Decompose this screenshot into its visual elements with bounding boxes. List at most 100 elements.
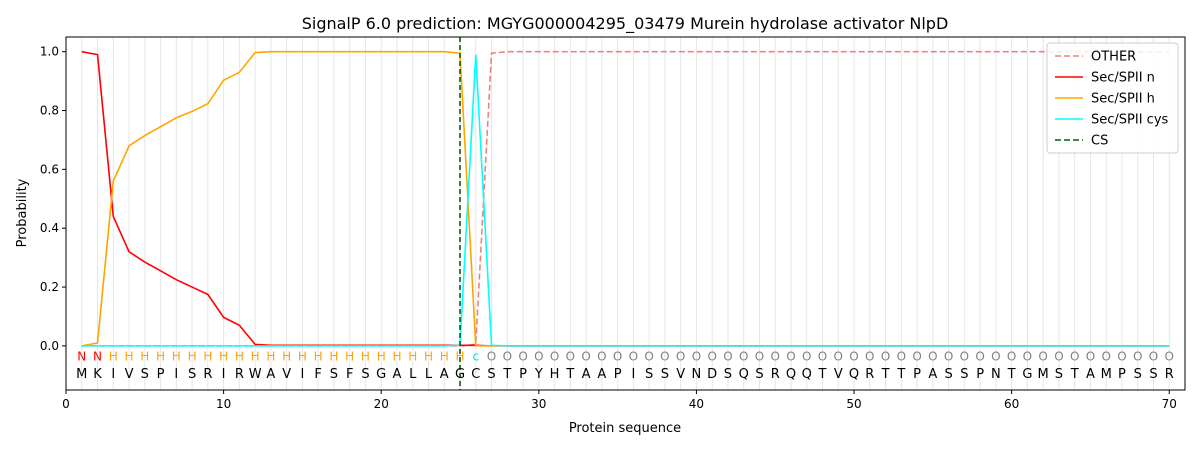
residue-19: S [361,367,369,382]
region-label-15: H [298,350,307,364]
y-axis-label: Probability [15,178,30,247]
series-layer [81,37,1170,390]
y-tick-label-1: 0.2 [40,280,59,294]
region-label-2: N [93,350,102,364]
residue-63: S [1055,367,1063,382]
residue-9: R [203,367,212,382]
region-label-38: O [660,350,669,364]
residue-33: A [582,367,591,382]
region-label-63: O [1054,350,1063,364]
residue-48: T [818,367,827,382]
residue-59: N [991,367,1001,382]
region-label-39: O [676,350,685,364]
x-tick-label-0: 0 [62,397,70,411]
residue-22: L [409,367,417,382]
residue-55: A [928,367,937,382]
plot-frame [65,36,1186,391]
grid-layer [81,37,1170,390]
residue-40: N [692,367,702,382]
residue-18: F [346,367,353,382]
residue-17: S [330,367,338,382]
residue-14: V [282,367,291,382]
x-tick-label-20: 20 [374,397,389,411]
region-label-61: O [1023,350,1032,364]
region-label-32: O [566,350,575,364]
region-label-8: H [188,350,197,364]
residue-7: I [174,367,178,382]
region-label-60: O [1007,350,1016,364]
residue-2: K [93,367,102,382]
residue-36: I [631,367,635,382]
residue-45: R [771,367,780,382]
residue-16: F [314,367,321,382]
residue-29: P [519,367,527,382]
region-label-20: H [377,350,386,364]
region-label-37: O [644,350,653,364]
residue-8: S [188,367,196,382]
x-tick-label-10: 10 [216,397,231,411]
residue-15: I [300,367,304,382]
residue-70: R [1165,367,1174,382]
region-label-23: H [424,350,433,364]
y-tick-label-4: 0.8 [40,104,59,118]
region-label-58: O [975,350,984,364]
region-label-30: O [534,350,543,364]
residue-54: P [913,367,921,382]
residue-66: M [1101,367,1112,382]
residue-26: C [471,367,480,382]
region-label-43: O [739,350,748,364]
region-label-47: O [802,350,811,364]
residue-39: V [676,367,685,382]
residue-25: G [455,367,465,382]
residue-31: H [550,367,560,382]
region-label-46: O [786,350,795,364]
residue-41: D [707,367,717,382]
series-line-sec-spii-n [81,50,1170,347]
region-label-59: O [991,350,1000,364]
region-label-50: O [849,350,858,364]
legend: OTHER Sec/SPII n Sec/SPII h Sec/SPII cys CS [1046,42,1179,154]
residue-60: T [1007,367,1016,382]
region-label-53: O [897,350,906,364]
residue-10: I [222,367,226,382]
residue-67: P [1118,367,1126,382]
legend-label-other: OTHER [1091,50,1136,65]
residue-30: Y [534,367,543,382]
region-label-56: O [944,350,953,364]
region-label-18: H [345,350,354,364]
region-label-21: H [392,350,401,364]
legend-label-cs: CS [1091,134,1108,149]
residue-57: S [960,367,968,382]
residue-28: T [502,367,511,382]
y-tick-label-2: 0.4 [40,221,59,235]
residue-47: Q [802,367,812,382]
region-label-16: H [314,350,323,364]
legend-box [1046,42,1179,154]
region-label-41: O [707,350,716,364]
residue-62: M [1038,367,1049,382]
residue-64: T [1070,367,1079,382]
series-line-sec-spii-h [81,50,1170,347]
region-label-14: H [282,350,291,364]
residue-21: A [393,367,402,382]
residue-20: G [376,367,386,382]
region-label-24: H [440,350,449,364]
region-label-33: O [581,350,590,364]
region-label-69: O [1149,350,1158,364]
y-tick-label-5: 1.0 [40,45,59,59]
series-line-sec-spii-cys [81,54,1170,347]
axis-layer: 0 10 20 30 40 50 60 70 0.0 0.2 0.4 0.6 0.8 1.0 [40,45,1177,411]
residue-11: R [235,367,244,382]
region-label-9: H [203,350,212,364]
residue-43: Q [739,367,749,382]
residue-46: Q [786,367,796,382]
region-label-57: O [960,350,969,364]
sequence-layer: NMNKHIHVHSHPHIHSHRHIHRHWHAHVHIHFHSHFHSHG… [76,350,1174,383]
region-label-70: O [1165,350,1174,364]
residue-51: R [865,367,874,382]
chart-title: SignalP 6.0 prediction: MGYG000004295_03… [302,14,949,34]
region-label-1: N [77,350,86,364]
region-label-67: O [1117,350,1126,364]
